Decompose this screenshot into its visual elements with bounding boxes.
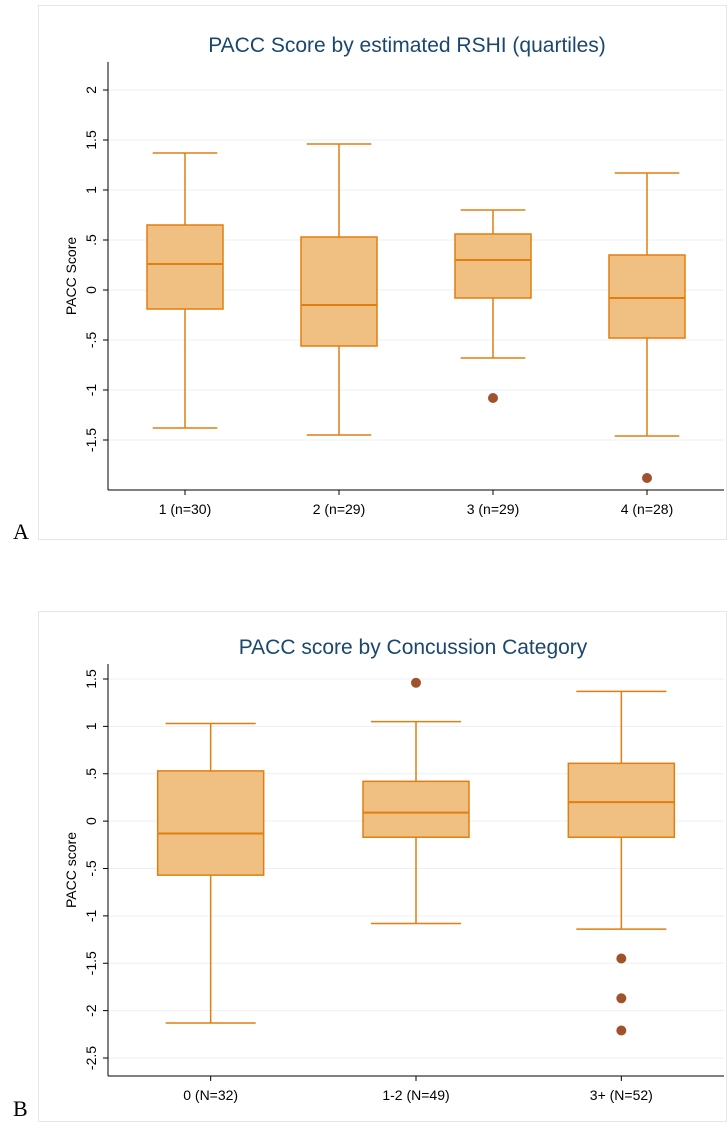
- y-tick-label: 2: [83, 86, 99, 94]
- box-3: [454, 209, 532, 403]
- y-tick-label: .5: [83, 234, 99, 246]
- panel-a-letter: A: [13, 519, 29, 544]
- y-tick-label: 1.5: [83, 130, 99, 150]
- y-tick-label: -1: [83, 909, 99, 922]
- outlier-point: [642, 473, 652, 483]
- y-axis-label: PACC score: [63, 832, 79, 908]
- iqr-box: [608, 254, 686, 339]
- y-tick-label: -1.5: [83, 428, 99, 452]
- x-tick-label: 1 (n=30): [159, 501, 212, 517]
- y-tick-label: -.5: [83, 332, 99, 349]
- y-tick-label: 1: [83, 186, 99, 194]
- x-tick-label: 3 (n=29): [467, 501, 520, 517]
- iqr-box: [362, 780, 470, 838]
- y-tick-label: -1: [83, 384, 99, 397]
- chart-b: PACC score by Concussion Category1.51.50…: [63, 636, 724, 1103]
- y-tick-label: -.5: [83, 860, 99, 877]
- outlier-point: [411, 677, 421, 688]
- outlier-point: [488, 393, 498, 403]
- iqr-box: [454, 233, 532, 299]
- x-tick-label: 1-2 (N=49): [382, 1087, 449, 1103]
- x-tick-label: 0 (N=32): [183, 1087, 238, 1103]
- iqr-box: [300, 236, 378, 347]
- outlier-point: [616, 1025, 627, 1036]
- iqr-box: [146, 224, 224, 310]
- chart-a: PACC Score by estimated RSHI (quartiles)…: [63, 34, 724, 517]
- box-4: [608, 172, 686, 483]
- chart-title: PACC score by Concussion Category: [239, 636, 588, 659]
- box-1: [146, 152, 224, 429]
- iqr-box: [567, 762, 676, 838]
- y-tick-label: 0: [83, 286, 99, 294]
- x-tick-label: 4 (n=28): [621, 501, 674, 517]
- y-tick-label: -2: [83, 1004, 99, 1017]
- box-2: [300, 143, 378, 436]
- outlier-point: [616, 993, 627, 1004]
- x-tick-label: 2 (n=29): [313, 501, 366, 517]
- y-tick-label: 0: [83, 817, 99, 825]
- y-tick-label: 1.5: [83, 669, 99, 689]
- iqr-box: [156, 770, 265, 876]
- outlier-point: [616, 953, 627, 964]
- panel-b-frame: [38, 611, 727, 1122]
- y-tick-label: -1.5: [83, 951, 99, 975]
- box-1: [156, 722, 265, 1024]
- chart-title: PACC Score by estimated RSHI (quartiles): [208, 34, 606, 57]
- y-tick-label: -2.5: [83, 1046, 99, 1070]
- box-2: [362, 677, 470, 925]
- x-tick-label: 3+ (N=52): [590, 1087, 653, 1103]
- y-axis-label: PACC Score: [63, 237, 79, 316]
- panel-b-letter: B: [13, 1096, 28, 1121]
- box-3: [567, 690, 676, 1036]
- y-tick-label: 1: [83, 722, 99, 730]
- y-tick-label: .5: [83, 768, 99, 780]
